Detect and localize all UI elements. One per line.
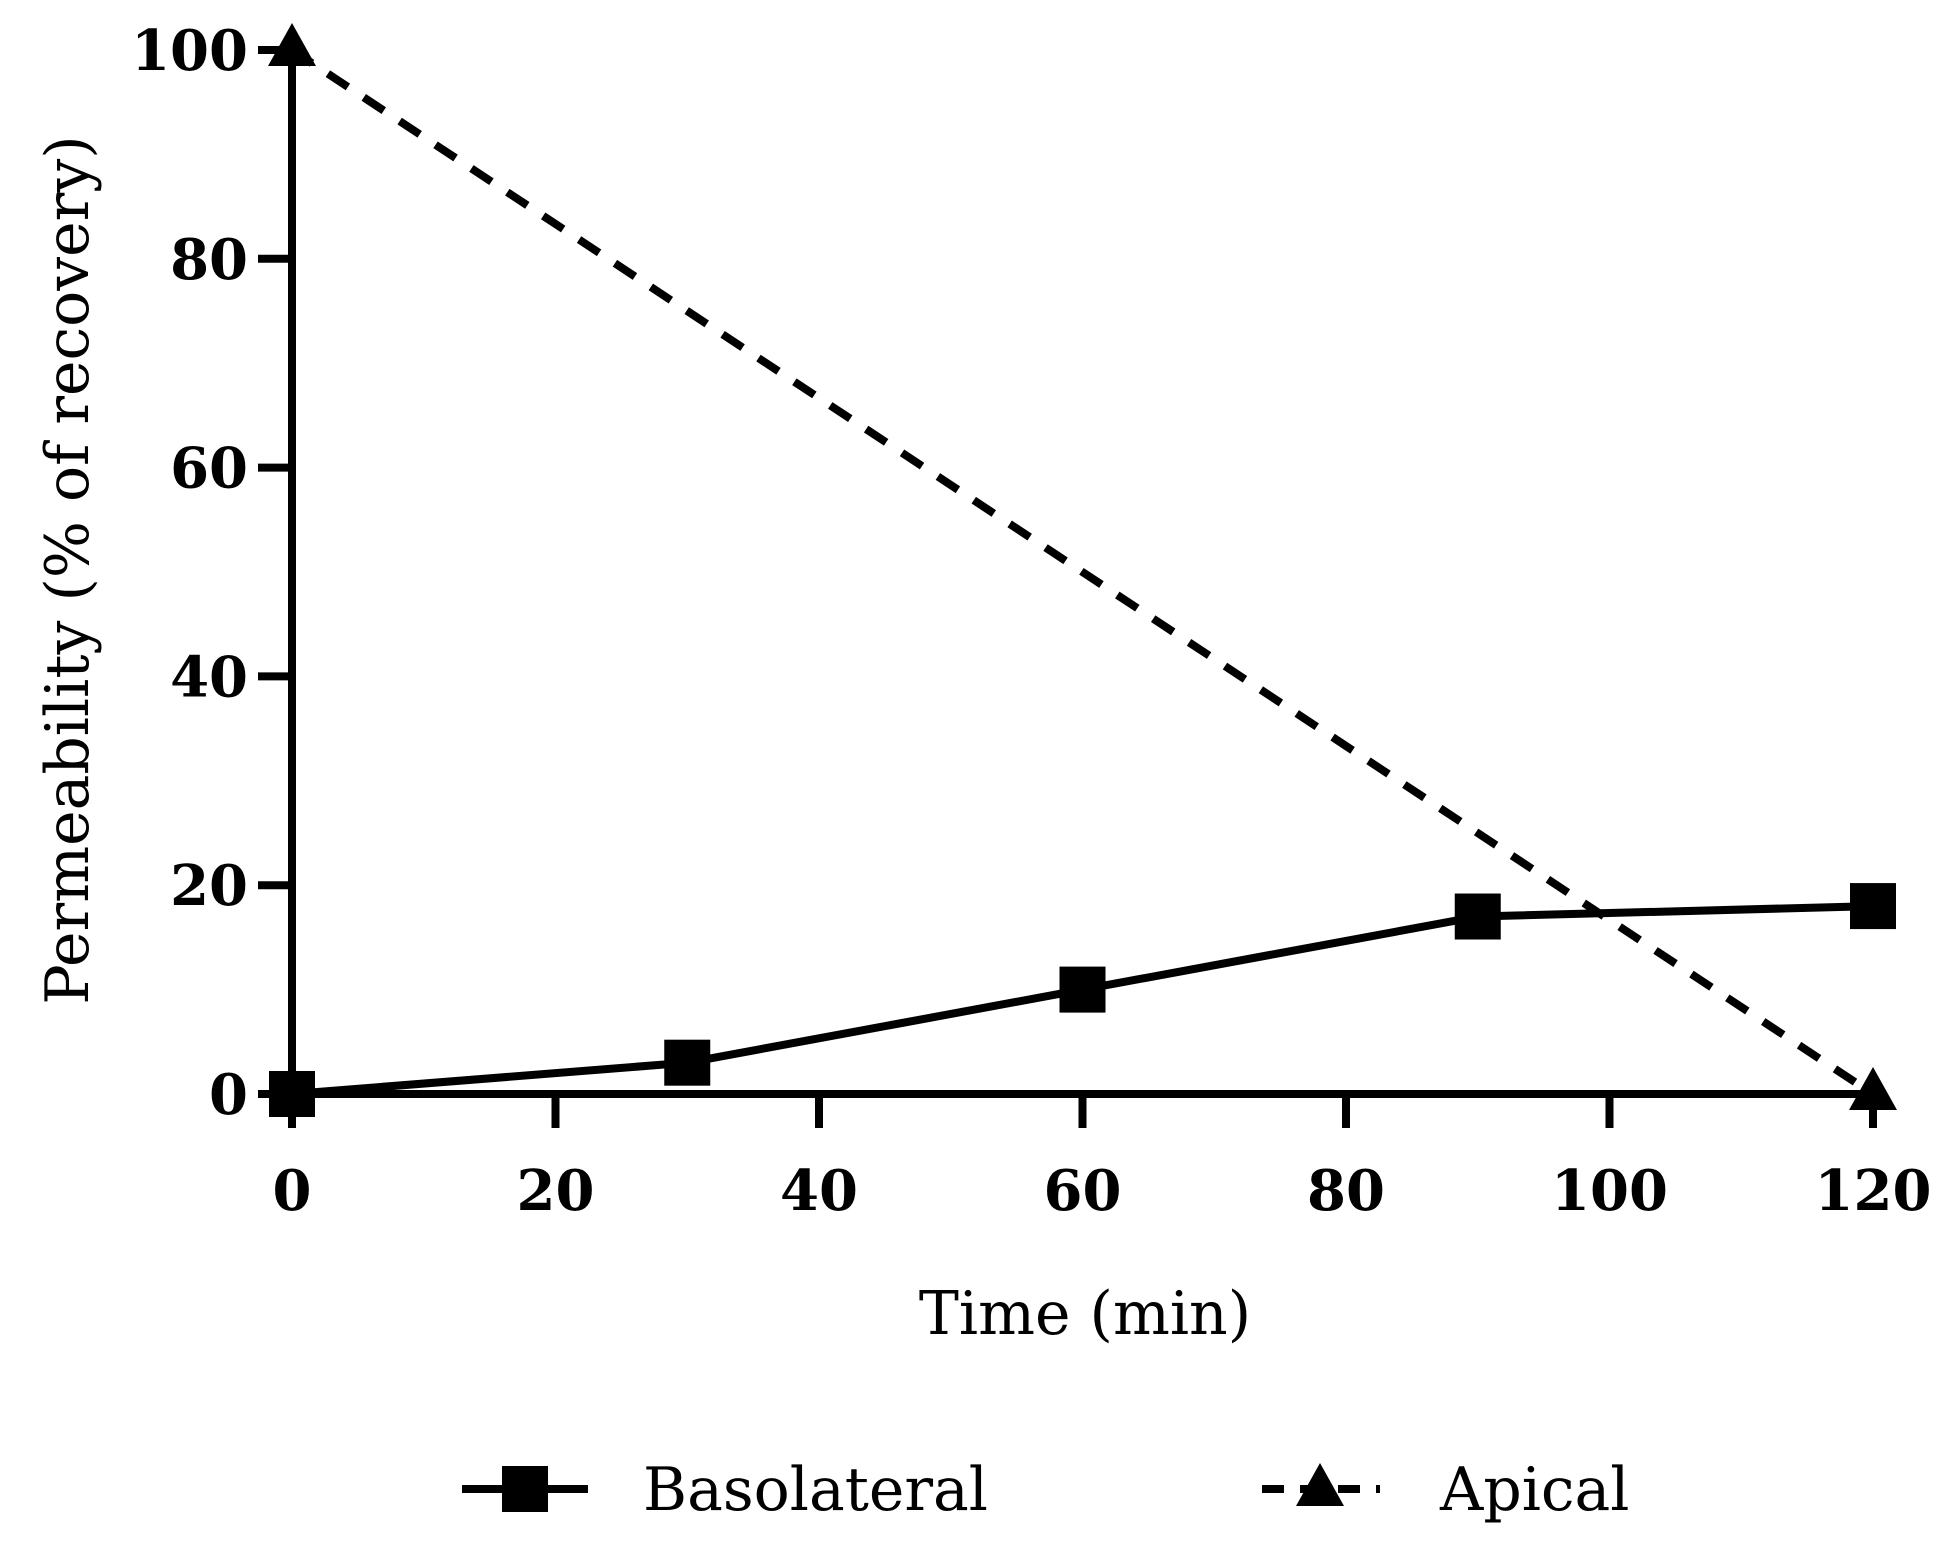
x-axis-title: Time (min) [919,1279,1251,1349]
y-axis-title: Permeability (% of recovery) [33,135,103,1004]
y-tick-label: 80 [170,227,248,293]
x-tick-label: 40 [780,1158,858,1224]
marker-basolateral [1454,893,1501,940]
y-tick-label: 100 [131,18,248,84]
x-tick-label: 20 [517,1158,595,1224]
x-ticks: 0 20 40 60 80 100 120 [273,1094,1932,1224]
y-tick-label: 0 [209,1062,248,1128]
markers [268,23,1897,1117]
legend-marker-basolateral [502,1466,548,1512]
marker-apical [268,23,316,66]
x-tick-label: 0 [273,1158,312,1224]
x-tick-label: 100 [1551,1158,1668,1224]
legend-label-basolateral: Basolateral [643,1455,988,1525]
marker-basolateral [1850,883,1896,930]
legend-label-apical: Apical [1439,1455,1630,1525]
y-tick-label: 60 [170,436,248,502]
legend: Basolateral Apical [462,1455,1630,1525]
y-tick-label: 40 [170,644,248,710]
marker-apical [1849,1067,1897,1110]
series-line-apical [289,46,1876,1098]
x-tick-label: 60 [1044,1158,1122,1224]
legend-item-apical: Apical [1262,1455,1630,1525]
legend-marker-apical [1296,1463,1344,1506]
plot-lines [289,46,1876,1098]
x-tick-label: 80 [1307,1158,1385,1224]
marker-basolateral [269,1071,315,1117]
y-tick-label: 20 [170,853,248,919]
x-tick-label: 120 [1815,1158,1932,1224]
y-ticks: 0 20 40 60 80 100 [131,18,292,1128]
marker-basolateral [664,1039,711,1086]
marker-basolateral [1059,966,1106,1013]
legend-item-basolateral: Basolateral [462,1455,988,1525]
